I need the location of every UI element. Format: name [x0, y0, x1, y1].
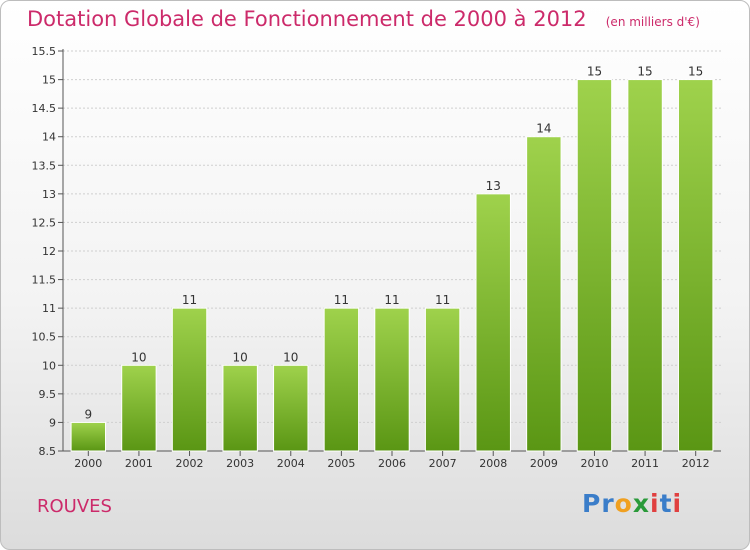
bar-value-label: 15: [587, 65, 602, 79]
y-tick-label: 9.5: [39, 388, 57, 401]
x-tick-label: 2003: [226, 457, 254, 470]
bar: [222, 364, 258, 452]
chart-title: Dotation Globale de Fonctionnement de 20…: [27, 7, 587, 31]
bar-value-label: 11: [435, 293, 450, 307]
bar-value-label: 14: [536, 122, 551, 136]
bar-value-label: 11: [334, 293, 349, 307]
y-tick-label: 9: [49, 416, 56, 429]
bar-value-label: 15: [637, 65, 652, 79]
bar: [171, 307, 208, 452]
x-tick-label: 2002: [176, 457, 204, 470]
bar-value-label: 10: [283, 350, 298, 364]
bar-value-label: 11: [182, 293, 197, 307]
y-tick-label: 14.5: [32, 102, 57, 115]
y-tick-label: 13: [42, 188, 56, 201]
bar: [576, 79, 613, 452]
bar-value-label: 9: [84, 407, 92, 421]
proxiti-logo: Proxiti: [582, 489, 682, 518]
x-tick-label: 2001: [125, 457, 153, 470]
logo-letter: t: [659, 489, 673, 518]
bar: [121, 364, 157, 452]
logo-letter: r: [601, 489, 615, 518]
bar-value-label: 11: [384, 293, 399, 307]
logo-letter: i: [650, 489, 660, 518]
y-tick-label: 15: [42, 74, 56, 87]
x-tick-label: 2012: [682, 457, 710, 470]
y-tick-label: 15.5: [32, 45, 57, 58]
bar-value-label: 10: [131, 350, 146, 364]
bar: [273, 364, 309, 452]
y-tick-label: 8.5: [39, 445, 57, 458]
logo-letter: x: [632, 489, 650, 518]
bar-value-label: 15: [688, 65, 703, 79]
bar: [475, 193, 511, 452]
bar: [526, 136, 562, 452]
y-tick-label: 10: [42, 359, 56, 372]
chart-title-block: Dotation Globale de Fonctionnement de 20…: [27, 7, 700, 31]
location-label: ROUVES: [37, 496, 112, 517]
x-tick-label: 2004: [277, 457, 305, 470]
bar: [70, 421, 107, 452]
y-tick-label: 12: [42, 245, 56, 258]
y-tick-label: 14: [42, 131, 56, 144]
chart-subtitle: (en milliers d'€): [605, 15, 700, 29]
x-tick-label: 2008: [479, 457, 507, 470]
bar-value-label: 10: [233, 350, 248, 364]
bar-value-label: 13: [486, 179, 501, 193]
x-tick-label: 2005: [327, 457, 355, 470]
y-tick-label: 12.5: [32, 216, 57, 229]
y-tick-label: 13.5: [32, 159, 57, 172]
x-tick-label: 2007: [429, 457, 457, 470]
bar: [424, 307, 461, 452]
logo-letter: i: [672, 489, 683, 518]
y-tick-label: 11: [42, 302, 56, 315]
x-tick-label: 2010: [580, 457, 608, 470]
y-tick-label: 10.5: [32, 331, 57, 344]
x-tick-label: 2011: [631, 457, 659, 470]
bar: [323, 307, 360, 452]
bar: [374, 307, 410, 452]
bar: [677, 79, 714, 452]
x-tick-label: 2006: [378, 457, 406, 470]
y-tick-label: 11.5: [32, 274, 57, 287]
logo-letter: o: [614, 489, 633, 518]
x-tick-label: 2009: [530, 457, 558, 470]
x-tick-label: 2000: [74, 457, 102, 470]
logo-letter: P: [582, 489, 602, 518]
bar: [627, 79, 663, 452]
